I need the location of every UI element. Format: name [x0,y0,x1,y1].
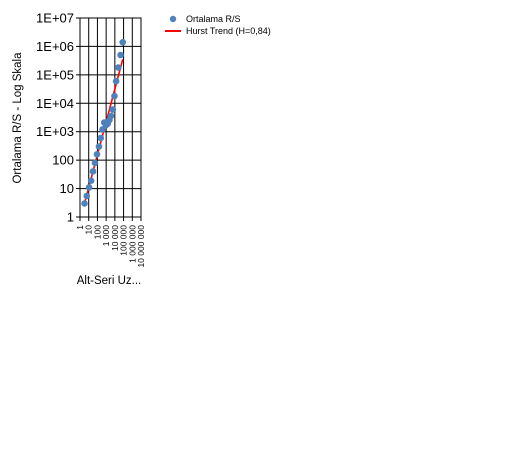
data-point [85,184,93,191]
legend-marker-points [169,15,177,23]
data-point [107,112,115,120]
y-tick-label: 100 [52,153,74,168]
data-point [81,200,88,207]
x-tick-label: 10 000 000 [136,225,146,268]
data-point [111,92,118,100]
y-tick-label: 1E+07 [36,11,74,26]
y-tick-label: 1E+05 [36,67,74,82]
data-point [95,143,103,150]
data-point [112,77,120,85]
x-tick-label: 1 000 000 [127,225,137,263]
x-tick-label: 100 [92,225,102,239]
x-tick-label: 10 000 [110,225,120,251]
data-point [115,64,122,71]
x-axis-label: Alt-Seri Uz... [77,275,142,287]
data-point [119,38,127,46]
series-points [81,38,127,207]
y-tick-label: 1E+04 [36,96,74,111]
y-tick-label: 10 [60,181,74,196]
data-point [109,106,117,113]
y-tick-label: 1 [67,210,74,225]
data-point [93,151,101,158]
data-point [117,51,124,59]
legend: Ortalama R/S Hurst Trend (H=0,84) [165,14,271,36]
x-tick-label: 10 [84,225,94,235]
data-point [91,159,99,167]
y-tick-label: 1E+06 [36,39,74,54]
x-tick-label: 100 000 [119,225,129,256]
x-tick-label: 1 000 [101,225,111,247]
data-point [87,177,95,184]
y-axis-label: Ortalama R/S - Log Skala [12,52,24,184]
legend-label-line: Hurst Trend (H=0,84) [186,26,271,36]
data-point [97,134,105,142]
legend-label-points: Ortalama R/S [186,14,241,24]
y-tick-label: 1E+03 [36,124,74,139]
x-tick-label: 1 [75,225,85,230]
y-axis-ticks: 1 10 100 1E+03 1E+04 1E+05 1E+06 1E+07 [36,11,80,225]
data-point [83,192,91,200]
data-point [89,168,97,175]
grid-lines [79,17,142,218]
